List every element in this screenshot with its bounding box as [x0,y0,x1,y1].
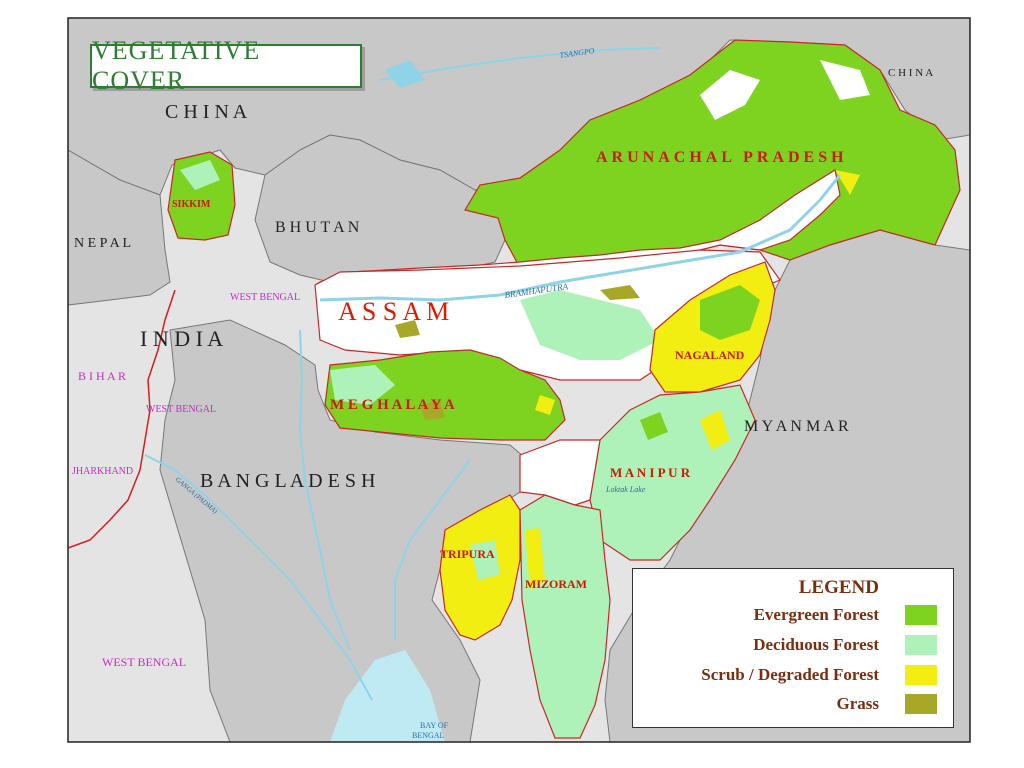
meghalaya-deciduous-patch [330,365,395,405]
legend-label-grass: Grass [836,694,880,713]
nagaland-evergreen-patch [700,285,760,340]
assam-grass-patch [600,285,640,300]
mizoram-label: MIZORAM [525,577,587,591]
jharkhand-label: JHARKHAND [72,466,133,477]
assam-grass-patch [395,320,420,338]
bhutan-label: B H U T A N [275,219,360,236]
bay-of-bengal [330,650,445,742]
meghna-river [394,459,471,640]
arunachal-deciduous-patch [700,70,760,120]
meghalaya-region [324,349,566,441]
ganga-river [144,454,373,701]
jamuna-river [298,329,351,651]
legend-swatch-deciduous [905,635,937,655]
manipur-scrub-patch [700,410,730,450]
bihar-label: B I H A R [78,369,126,383]
nepal-label: N E P A L [74,236,131,251]
loktak-lake-label: Loktak Lake [605,485,646,494]
tripura-deciduous-patch [470,540,500,580]
myanmar-label: M Y A N M A R [744,418,849,435]
legend-box: LEGEND Evergreen Forest Deciduous Forest… [632,568,954,728]
legend-swatch-grass [905,694,937,714]
sikkim-label: SIKKIM [172,199,211,210]
state-boundary-west [67,289,176,549]
legend-swatch-scrub [905,665,937,685]
legend-label-deciduous: Deciduous Forest [753,635,879,654]
meghalaya-grass-patch [420,400,445,420]
legend-swatch-evergreen [905,605,937,625]
nagaland-label: NAGALAND [675,348,745,362]
legend-label-evergreen: Evergreen Forest [753,605,879,624]
west-bengal-label: WEST BENGAL [146,404,216,415]
india-label: I N D I A [140,326,223,351]
meghalaya-scrub-patch [535,395,555,415]
west-bengal-label: WEST BENGAL [102,655,186,669]
map-title: VEGETATIVE COVER [92,36,261,95]
barak-valley [519,439,601,506]
meghalaya-label: M E G H A L A Y A [330,397,455,413]
nepal-region [67,149,171,306]
sikkim-deciduous-patch [180,160,220,190]
map-frame [67,17,971,743]
manipur-evergreen-patch [640,412,668,440]
tripura-label: TRIPURA [440,547,495,561]
arunachal-label: ARUNACHAL PRADESH [596,149,848,166]
legend-heading: LEGEND [798,577,879,598]
arunachal-deciduous-patch [820,60,870,100]
manipur-label: M A N I P U R [610,465,691,480]
bramhaputra-river [319,174,842,302]
bay-of-bengal-label: BAY OF [420,721,449,730]
bangladesh-label: B A N G L A D E S H [200,470,375,492]
tibet-lake [385,60,425,88]
china-ne-label: C H I N A [888,67,933,79]
legend-label-scrub: Scrub / Degraded Forest [701,665,879,684]
arunachal-scrub-patch [835,170,860,195]
west-bengal-label: WEST BENGAL [230,292,300,303]
bay-of-bengal-label: BENGAL [412,731,445,740]
mizoram-scrub-patch [525,528,545,590]
assam-deciduous-patch [520,290,660,360]
assam-label: A S S A M [338,297,449,326]
tsangpo-river [379,47,661,81]
map-title-box: VEGETATIVE COVER [90,36,362,95]
china-label: C H I N A [165,101,248,123]
